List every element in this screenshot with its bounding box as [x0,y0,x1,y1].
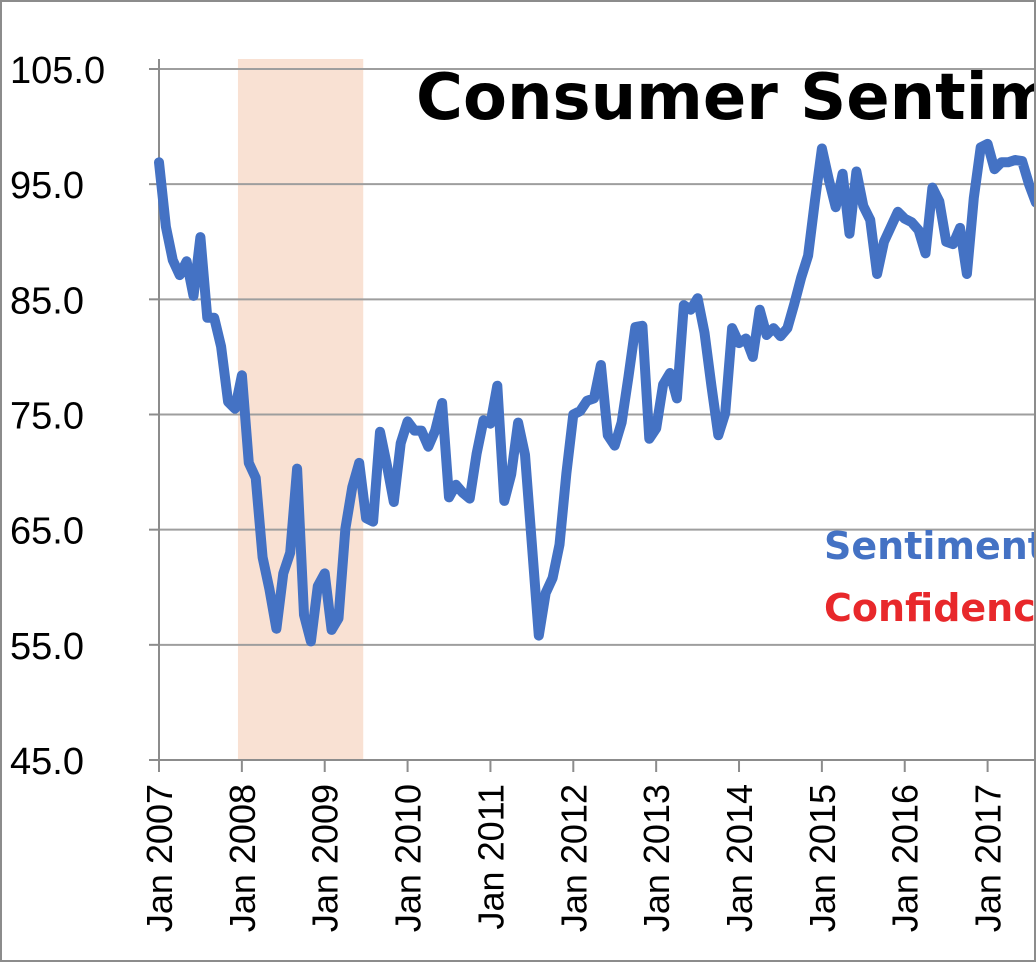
chart-title: Consumer Sentime [416,61,1036,135]
x-tick-label: Jan 2008 [222,784,263,932]
x-tick-label: Jan 2014 [719,784,760,932]
y-tick-label: 85.0 [10,280,84,322]
legend-entry-sentiment: Sentiment [824,524,1036,568]
x-tick-label: Jan 2007 [139,784,180,932]
y-tick-label: 75.0 [10,396,84,438]
series-line-sentiment [154,138,1034,647]
y-tick-label: 45.0 [10,741,84,783]
y-tick-label: 105.0 [10,50,105,92]
x-tick-label: Jan 2016 [885,784,926,932]
recession-band [237,59,364,760]
y-tick-label: 55.0 [10,626,84,668]
x-tick-label: Jan 2012 [553,784,594,932]
x-tick-label: Jan 2015 [802,784,843,932]
x-tick-label: Jan 2009 [305,784,346,932]
x-tick-label: Jan 2013 [636,784,677,932]
y-tick-label: 65.0 [10,511,84,553]
x-tick-label: Jan 2017 [968,784,1009,932]
x-tick-label: Jan 2010 [388,784,429,932]
legend-entry-confidence: Confidence [824,586,1036,630]
y-tick-label: 95.0 [10,165,84,207]
x-tick-label: Jan 2011 [470,784,511,929]
